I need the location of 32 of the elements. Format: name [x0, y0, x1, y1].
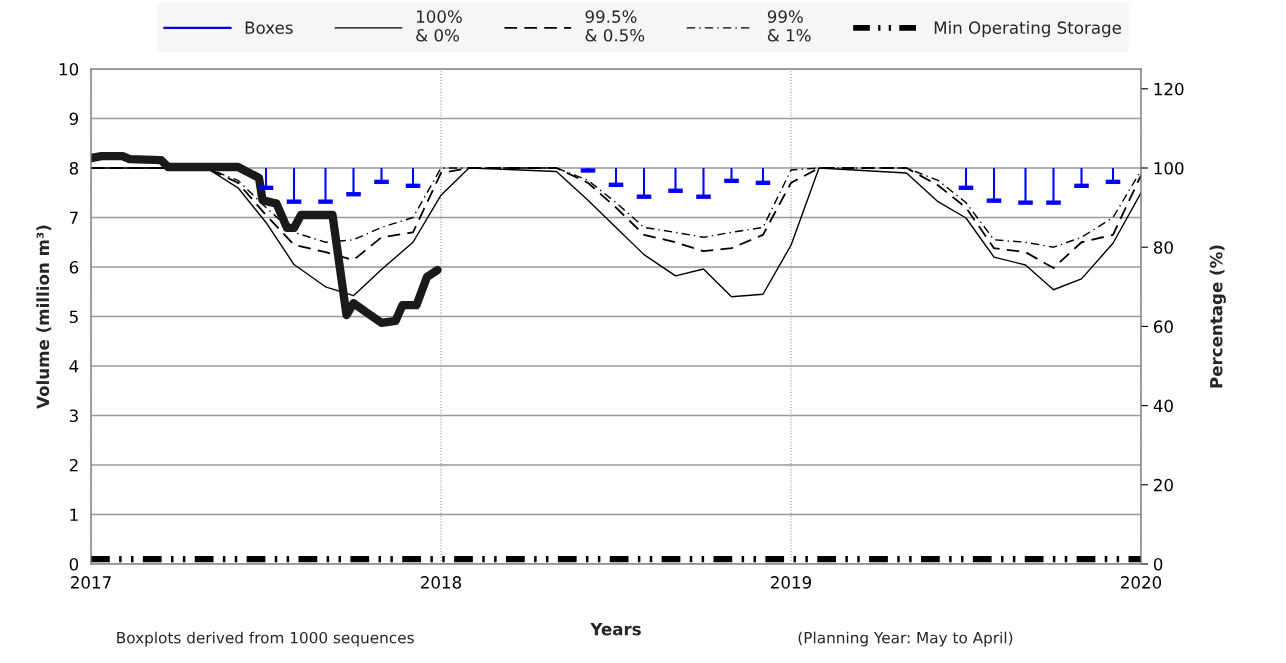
x-tick-label: 2018 — [421, 576, 462, 589]
x-tick-label: 2017 — [71, 576, 111, 589]
y2-tick-label: 80 — [1153, 241, 1173, 254]
legend-label: 100% & 0% — [416, 10, 462, 42]
y-tick-label: 1 — [70, 508, 78, 521]
legend-label: Min Operating Storage — [934, 21, 1121, 38]
y2-tick-label: 0 — [1153, 557, 1163, 571]
x-tick-label: 2020 — [1121, 576, 1162, 589]
text: (Planning Year: May to April) — [798, 631, 1013, 647]
y-tick-label: 6 — [69, 260, 79, 274]
x-tick-label: 2019 — [771, 576, 812, 589]
y2-tick-label: 40 — [1153, 399, 1173, 413]
legend-label: 99% & 1% — [767, 10, 811, 42]
text: Boxplots derived from 1000 sequences — [117, 631, 414, 647]
legend-label: Boxes — [245, 21, 293, 34]
y-tick-label: 3 — [69, 409, 78, 423]
y2-tick-label: 100 — [1154, 161, 1184, 175]
y-axis-title: Volume (million m³) — [36, 225, 52, 409]
x-axis-title: Years — [590, 623, 641, 636]
y-tick-label: 7 — [69, 211, 78, 224]
y-tick-label: 9 — [69, 112, 79, 126]
y-tick-label: 8 — [69, 161, 79, 175]
legend-label: 99.5% & 0.5% — [585, 10, 645, 42]
y-tick-label: 2 — [69, 458, 78, 472]
y-tick-label: 0 — [69, 557, 79, 571]
y2-tick-label: 20 — [1154, 478, 1173, 492]
y2-axis-title: Percentage (%) — [1209, 245, 1226, 388]
y2-tick-label: 120 — [1154, 82, 1184, 96]
y-tick-label: 10 — [59, 62, 79, 76]
y-tick-label: 5 — [69, 310, 78, 324]
y2-tick-label: 60 — [1153, 320, 1173, 333]
y-tick-label: 4 — [69, 360, 79, 373]
